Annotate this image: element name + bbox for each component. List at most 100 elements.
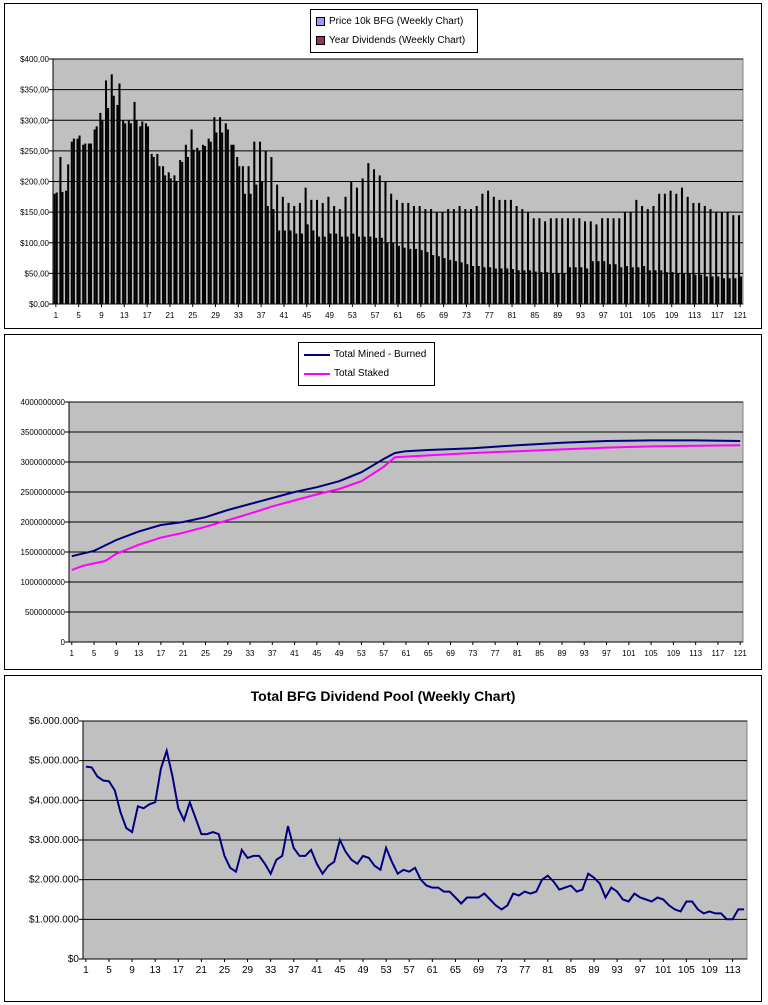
- bar-price: [544, 221, 547, 304]
- chart1-y-tick-label: $50,00: [25, 269, 50, 278]
- chart2-x-tick-label: 101: [622, 649, 636, 658]
- bar-dividend: [614, 264, 617, 304]
- bar-price: [692, 202, 695, 304]
- chart2-x-tick-label: 37: [268, 649, 277, 658]
- bar-dividend: [192, 149, 195, 304]
- bar-dividend: [620, 267, 623, 304]
- bar-dividend: [483, 267, 486, 304]
- bar-price: [150, 153, 153, 304]
- bar-dividend: [654, 270, 657, 304]
- bar-dividend: [375, 237, 378, 304]
- bar-dividend: [209, 141, 212, 304]
- bar-price: [538, 218, 541, 304]
- bar-price: [555, 218, 558, 304]
- bar-dividend: [437, 256, 440, 304]
- bar-dividend: [403, 247, 406, 304]
- chart1-x-tick-label: 81: [508, 311, 517, 320]
- bar-price: [167, 172, 170, 304]
- bar-price: [589, 221, 592, 304]
- bar-price: [424, 209, 427, 304]
- bar-dividend: [118, 83, 121, 304]
- chart1-x-tick-label: 109: [665, 311, 679, 320]
- chart2-y-tick-label: 1000000000: [21, 578, 66, 587]
- bar-price: [82, 144, 85, 304]
- chart3-y-tick-label: $5.000.000: [29, 756, 79, 767]
- bar-dividend: [540, 272, 543, 304]
- bar-dividend: [586, 268, 589, 304]
- chart2-x-tick-label: 25: [201, 649, 210, 658]
- chart1-y-tick-label: $300,00: [20, 116, 49, 125]
- chart2-x-tick-label: 33: [246, 649, 255, 658]
- bar-dividend: [272, 209, 275, 304]
- bar-dividend: [625, 266, 629, 304]
- chart1-x-tick-label: 69: [439, 311, 448, 320]
- bar-dividend: [112, 95, 115, 304]
- series-line-dividend-pool: [85, 747, 745, 921]
- bar-price: [612, 218, 615, 304]
- chart3-x-tick-label: 93: [612, 965, 624, 976]
- bar-dividend: [409, 248, 412, 304]
- bar-price: [133, 101, 136, 304]
- chart2-x-tick-label: 93: [580, 649, 589, 658]
- chart1-x-tick-label: 105: [642, 311, 656, 320]
- chart1-y-tick-label: $350,00: [20, 86, 49, 95]
- chart2-x-tick-label: 29: [223, 649, 232, 658]
- bar-dividend: [643, 266, 646, 304]
- chart1-x-tick-label: 37: [257, 311, 266, 320]
- bar-price: [310, 199, 313, 304]
- bar-price: [196, 147, 199, 304]
- chart1-x-tick-label: 117: [711, 311, 724, 320]
- chart2-x-tick-label: 57: [379, 649, 388, 658]
- bar-price: [441, 212, 444, 304]
- bar-price: [281, 196, 284, 304]
- bar-price: [686, 196, 689, 304]
- chart3-title: Total BFG Dividend Pool (Weekly Chart): [250, 688, 516, 704]
- legend-label-mined: Total Mined - Burned: [334, 349, 427, 360]
- chart2-legend: Total Mined - Burned Total Staked: [298, 342, 435, 386]
- chart3-y-tick-label: $0: [68, 954, 80, 965]
- chart2-x-tick-label: 61: [402, 649, 411, 658]
- bar-price: [652, 206, 655, 304]
- bar-price: [241, 166, 244, 304]
- bar-price: [139, 126, 142, 304]
- chart1-x-tick-label: 121: [733, 311, 747, 320]
- bar-price: [327, 196, 330, 304]
- bar-price: [156, 153, 159, 304]
- bar-price: [515, 206, 518, 304]
- bar-price: [732, 215, 735, 304]
- bar-dividend: [717, 276, 720, 304]
- legend-item-staked: Total Staked: [304, 364, 429, 383]
- chart2-x-tick-label: 5: [92, 649, 97, 658]
- bar-price: [521, 209, 524, 304]
- bar-price: [715, 212, 718, 304]
- bar-price: [646, 209, 649, 304]
- chart1-x-tick-label: 93: [576, 311, 585, 320]
- chart2-x-tick-label: 73: [468, 649, 477, 658]
- chart1-y-tick-label: $250,00: [20, 147, 49, 156]
- bar-dividend: [534, 271, 537, 304]
- legend-label-dividends: Year Dividends (Weekly Chart): [329, 35, 466, 46]
- chart1-x-tick-label: 1: [54, 311, 59, 320]
- chart1-x-tick-label: 5: [76, 311, 81, 320]
- bar-price: [412, 206, 415, 304]
- chart2-y-tick-label: 2000000000: [21, 518, 66, 527]
- chart1-x-tick-label: 33: [234, 311, 243, 320]
- bar-price: [144, 123, 147, 304]
- bar-dividend: [329, 233, 332, 304]
- bar-dividend: [204, 145, 207, 304]
- bar-price: [276, 184, 279, 304]
- chart3-x-tick-label: 65: [450, 965, 462, 976]
- chart3-y-tick-label: $2.000.000: [29, 875, 79, 886]
- bar-price: [293, 206, 296, 304]
- chart1-x-tick-label: 53: [348, 311, 357, 320]
- bar-dividend: [426, 251, 429, 304]
- bar-dividend: [261, 181, 264, 304]
- price-dividends-chart: $0,00 $50,00 $100,00 $150,00 $200,00 $250,00 $…: [20, 55, 747, 320]
- bar-price: [338, 209, 341, 304]
- bar-dividend: [466, 264, 469, 304]
- bar-price: [669, 190, 672, 304]
- chart3-x-tick-label: 73: [496, 965, 508, 976]
- bar-price: [315, 199, 319, 304]
- bar-dividend: [568, 267, 572, 304]
- chart1-x-tick-label: 29: [211, 311, 220, 320]
